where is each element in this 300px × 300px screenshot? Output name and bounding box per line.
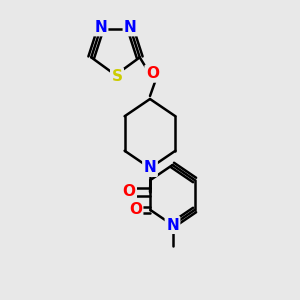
Text: O: O <box>122 184 136 200</box>
Text: O: O <box>129 202 142 217</box>
Text: N: N <box>94 20 107 35</box>
Text: O: O <box>146 66 159 81</box>
Text: N: N <box>166 218 179 232</box>
Text: N: N <box>144 160 156 175</box>
Text: N: N <box>124 20 137 35</box>
Text: S: S <box>112 69 122 84</box>
